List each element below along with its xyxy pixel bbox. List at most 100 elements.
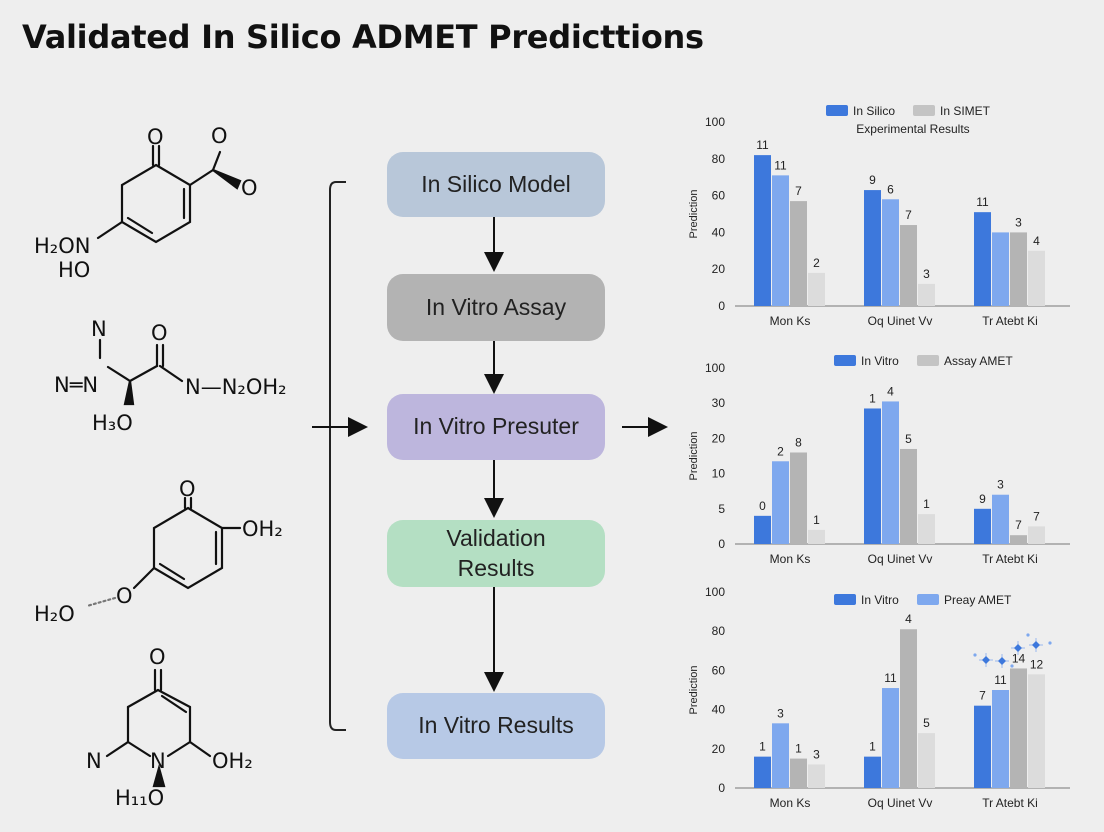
mol4-n-left: N — [86, 749, 102, 773]
data-label: 1 — [869, 740, 876, 754]
data-label: 1 — [813, 513, 820, 527]
category-label: Mon Ks — [770, 552, 811, 566]
data-label: 7 — [795, 184, 802, 198]
flow-box-in-vitro-presuter: In Vitro Presuter — [387, 394, 605, 460]
legend-label: In Silico — [853, 104, 895, 118]
data-label: 0 — [759, 499, 766, 513]
bar — [882, 401, 899, 544]
bar — [1028, 250, 1045, 306]
bar — [808, 764, 825, 788]
data-label: 5 — [923, 716, 930, 730]
bar — [772, 461, 789, 544]
mol3-h2o: H₂O — [34, 602, 75, 626]
scatter-point — [1026, 633, 1030, 637]
bar — [900, 225, 917, 306]
bar — [882, 688, 899, 788]
y-tick-label: 100 — [705, 115, 725, 129]
bar — [1028, 674, 1045, 788]
bar — [900, 629, 917, 788]
data-label: 11 — [976, 195, 989, 209]
scatter-point — [973, 653, 977, 657]
bar — [754, 756, 771, 788]
mol3-o: O — [116, 584, 133, 608]
chart-2: 0 5 10 20 30 100 Prediction In Vitro Assay AMET 0… — [688, 354, 1070, 566]
mol3-o-top: O — [179, 477, 196, 501]
mol3-oh2: OH₂ — [242, 517, 283, 541]
bar — [864, 190, 881, 306]
data-label: 11 — [756, 138, 769, 152]
bar — [918, 514, 935, 544]
data-label: 6 — [887, 182, 894, 196]
data-label: 4 — [905, 612, 912, 626]
legend-label: Assay AMET — [944, 354, 1013, 368]
flow-box-in-silico-model: In Silico Model — [387, 152, 605, 217]
scatter-marker — [1032, 641, 1040, 649]
chart-3: 0 20 40 60 80 100 Prediction In Vitro Preay AMET… — [688, 585, 1070, 810]
bar — [864, 756, 881, 788]
molecule-2: N N═N O H₃O N—N₂OH₂ — [54, 317, 287, 435]
data-label: 11 — [884, 671, 897, 685]
data-label: 5 — [905, 432, 912, 446]
mol4-n-mid: N — [150, 749, 166, 773]
bar — [808, 272, 825, 306]
data-label: 7 — [1033, 509, 1040, 523]
data-label: 4 — [1033, 234, 1040, 248]
data-label: 8 — [795, 435, 802, 449]
category-label: Tr Atebt Ki — [982, 314, 1038, 328]
y-tick-label: 80 — [712, 624, 726, 638]
bar — [1010, 232, 1027, 306]
category-label: Tr Atebt Ki — [982, 796, 1038, 810]
legend-label: In Vitro — [861, 354, 899, 368]
legend-swatch — [826, 105, 848, 116]
mol4-o-top: O — [149, 645, 166, 669]
data-label: 7 — [905, 208, 912, 222]
data-label: 12 — [1030, 657, 1044, 671]
data-label: 9 — [979, 492, 986, 506]
scatter-marker — [982, 656, 990, 664]
data-label: 2 — [777, 444, 784, 458]
y-tick-label: 0 — [718, 537, 725, 551]
mol1-o-right2: O — [241, 176, 258, 200]
mol1-o-right1: O — [211, 124, 228, 148]
bar — [772, 175, 789, 306]
category-label: Oq Uinet Vv — [868, 314, 933, 328]
y-tick-label: 80 — [712, 152, 726, 166]
scatter-decoration — [973, 633, 1052, 668]
mol1-label-ho: HO — [58, 258, 90, 282]
flow-box-label: In Vitro Presuter — [413, 413, 579, 440]
category-label: Tr Atebt Ki — [982, 552, 1038, 566]
scatter-point — [1048, 641, 1052, 645]
data-label: 7 — [979, 689, 986, 703]
y-tick-label: 100 — [705, 585, 725, 599]
y-axis-label: Prediction — [688, 666, 700, 715]
y-tick-label: 5 — [718, 502, 725, 516]
category-label: Mon Ks — [770, 314, 811, 328]
legend-label: Preay AMET — [944, 593, 1012, 607]
data-label: 9 — [869, 173, 876, 187]
scatter-marker — [998, 657, 1006, 665]
molecule-structures: O O O H₂ON HO N N═N O H₃O N—N₂OH₂ O OH₂ … — [34, 124, 287, 810]
bar — [754, 515, 771, 544]
molecule-3: O OH₂ H₂O O — [34, 477, 283, 626]
flow-box-in-vitro-results: In Vitro Results — [387, 693, 605, 759]
category-label: Mon Ks — [770, 796, 811, 810]
page-title: Validated In Silico ADMET Predicttions — [22, 18, 704, 56]
legend-swatch — [913, 105, 935, 116]
data-label: 14 — [1012, 651, 1026, 665]
bar — [974, 705, 991, 788]
mol2-n-left: N═N — [54, 373, 98, 397]
data-label: 3 — [777, 706, 784, 720]
flow-box-validation-results: Validation Results — [387, 520, 605, 587]
y-tick-label: 40 — [712, 225, 726, 239]
y-tick-label: 100 — [705, 361, 725, 375]
mol1-label-h2on: H₂ON — [34, 234, 90, 258]
bar — [772, 723, 789, 788]
bar — [790, 758, 807, 788]
molecule-4: O N N OH₂ H₁₁O — [86, 645, 253, 810]
y-axis-label: Prediction — [688, 432, 700, 481]
bar — [992, 494, 1009, 544]
bar — [790, 201, 807, 306]
flow-box-in-vitro-assay: In Vitro Assay — [387, 274, 605, 341]
